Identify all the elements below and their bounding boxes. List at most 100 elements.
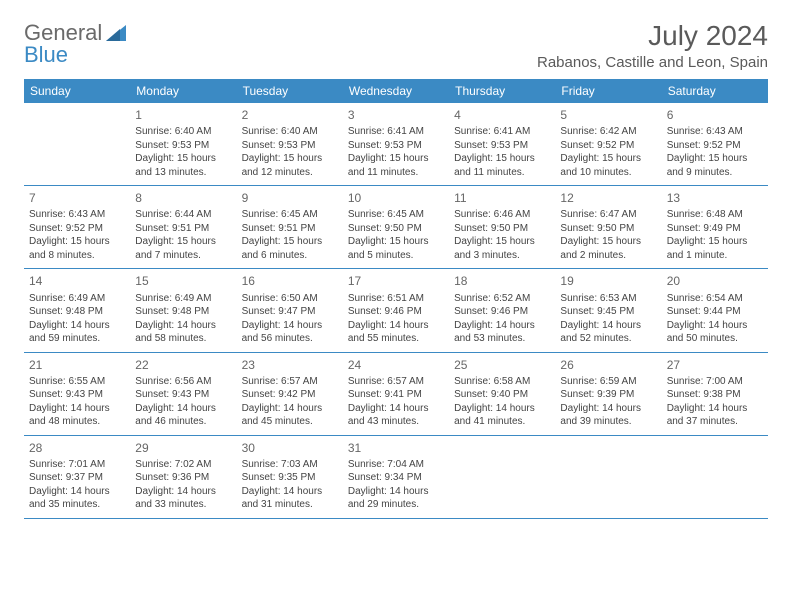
week-row: 28Sunrise: 7:01 AMSunset: 9:37 PMDayligh… [24,436,768,519]
day-cell: 21Sunrise: 6:55 AMSunset: 9:43 PMDayligh… [24,353,130,435]
sunrise-text: Sunrise: 6:47 AM [560,208,656,222]
day-cell: 8Sunrise: 6:44 AMSunset: 9:51 PMDaylight… [130,186,236,268]
day-cell: 25Sunrise: 6:58 AMSunset: 9:40 PMDayligh… [449,353,555,435]
sunrise-text: Sunrise: 6:46 AM [454,208,550,222]
sunset-text: Sunset: 9:46 PM [454,305,550,319]
daylight-text: Daylight: 15 hours and 12 minutes. [242,152,338,179]
day-cell: 30 Sunrise: 7:03 AMSunset: 9:35 PMDayligh… [237,436,343,518]
daylight-text: Daylight: 15 hours and 13 minutes. [135,152,231,179]
weeks-container: 1Sunrise: 6:40 AMSunset: 9:53 PMDaylight… [24,103,768,519]
daylight-text: Daylight: 15 hours and 11 minutes. [348,152,444,179]
sunset-text: Sunset: 9:48 PM [135,305,231,319]
day-cell: 28Sunrise: 7:01 AMSunset: 9:37 PMDayligh… [24,436,130,518]
sunset-text: Sunset: 9:50 PM [560,222,656,236]
day-cell: 29Sunrise: 7:02 AMSunset: 9:36 PMDayligh… [130,436,236,518]
sunrise-text: Sunrise: 6:59 AM [560,375,656,389]
sunrise-text: Sunrise: 6:44 AM [135,208,231,222]
day-cell: 7Sunrise: 6:43 AMSunset: 9:52 PMDaylight… [24,186,130,268]
header: General July 2024 Rabanos, Castille and … [24,20,768,71]
sunrise-text: Sunrise: 6:52 AM [454,292,550,306]
sunset-text: Sunset: 9:39 PM [560,388,656,402]
day-number: 26 [560,357,656,373]
sunrise-text: Sunrise: 6:57 AM [348,375,444,389]
sunset-text: Sunset: 9:50 PM [348,222,444,236]
day-number: 6 [667,107,763,123]
week-row: 7Sunrise: 6:43 AMSunset: 9:52 PMDaylight… [24,186,768,269]
day-cell: 10Sunrise: 6:45 AMSunset: 9:50 PMDayligh… [343,186,449,268]
day-cell: 11Sunrise: 6:46 AMSunset: 9:50 PMDayligh… [449,186,555,268]
day-number: 15 [135,273,231,289]
sunset-text: Sunset: 9:53 PM [454,139,550,153]
day-number: 4 [454,107,550,123]
day-number: 11 [454,190,550,206]
day-number: 27 [667,357,763,373]
day-cell: 18Sunrise: 6:52 AMSunset: 9:46 PMDayligh… [449,269,555,351]
day-cell: 9Sunrise: 6:45 AMSunset: 9:51 PMDaylight… [237,186,343,268]
sunrise-text: Sunrise: 6:40 AM [135,125,231,139]
daylight-text: Daylight: 15 hours and 1 minute. [667,235,763,262]
daylight-text: Daylight: 14 hours and 39 minutes. [560,402,656,429]
weekday-header: Tuesday [237,79,343,103]
sunrise-text: Sunrise: 6:45 AM [348,208,444,222]
calendar: SundayMondayTuesdayWednesdayThursdayFrid… [24,79,768,519]
sunset-text: Sunset: 9:41 PM [348,388,444,402]
weekday-header: Saturday [662,79,768,103]
day-cell: 23Sunrise: 6:57 AMSunset: 9:42 PMDayligh… [237,353,343,435]
daylight-text: Daylight: 14 hours and 41 minutes. [454,402,550,429]
day-cell: 31Sunrise: 7:04 AMSunset: 9:34 PMDayligh… [343,436,449,518]
day-cell: 5Sunrise: 6:42 AMSunset: 9:52 PMDaylight… [555,103,661,185]
sunrise-text: Sunrise: 6:48 AM [667,208,763,222]
day-cell [24,103,130,185]
daylight-text: Daylight: 14 hours and 37 minutes. [667,402,763,429]
sunset-text: Sunset: 9:35 PM [242,471,338,485]
sunrise-text: Sunrise: 6:45 AM [242,208,338,222]
daylight-text: Daylight: 14 hours and 53 minutes. [454,319,550,346]
day-number: 28 [29,440,125,456]
day-number: 21 [29,357,125,373]
daylight-text: Daylight: 14 hours and 56 minutes. [242,319,338,346]
sunset-text: Sunset: 9:43 PM [29,388,125,402]
sunset-text: Sunset: 9:53 PM [242,139,338,153]
day-cell: 17Sunrise: 6:51 AMSunset: 9:46 PMDayligh… [343,269,449,351]
day-number: 17 [348,273,444,289]
daylight-text: Daylight: 14 hours and 35 minutes. [29,485,125,512]
daylight-text: Daylight: 14 hours and 50 minutes. [667,319,763,346]
sunrise-text: Sunrise: 6:43 AM [29,208,125,222]
sunrise-text: Sunrise: 6:57 AM [242,375,338,389]
sunset-text: Sunset: 9:38 PM [667,388,763,402]
sunrise-text: Sunrise: 6:54 AM [667,292,763,306]
sunset-text: Sunset: 9:36 PM [135,471,231,485]
daylight-text: Daylight: 14 hours and 58 minutes. [135,319,231,346]
week-row: 1Sunrise: 6:40 AMSunset: 9:53 PMDaylight… [24,103,768,186]
sunrise-text: Sunrise: 7:04 AM [348,458,444,472]
day-number: 30 [242,440,338,456]
day-cell: 16Sunrise: 6:50 AMSunset: 9:47 PMDayligh… [237,269,343,351]
sunset-text: Sunset: 9:53 PM [135,139,231,153]
sunset-text: Sunset: 9:34 PM [348,471,444,485]
daylight-text: Daylight: 14 hours and 48 minutes. [29,402,125,429]
sunrise-text: Sunrise: 6:41 AM [348,125,444,139]
weekday-header: Monday [130,79,236,103]
day-cell: 26 Sunrise: 6:59 AMSunset: 9:39 PMDayligh… [555,353,661,435]
daylight-text: Daylight: 14 hours and 59 minutes. [29,319,125,346]
week-row: 21Sunrise: 6:55 AMSunset: 9:43 PMDayligh… [24,353,768,436]
day-number: 2 [242,107,338,123]
day-cell: 27 Sunrise: 7:00 AMSunset: 9:38 PMDayligh… [662,353,768,435]
week-row: 14Sunrise: 6:49 AMSunset: 9:48 PMDayligh… [24,269,768,352]
daylight-text: Daylight: 15 hours and 5 minutes. [348,235,444,262]
weekday-header: Friday [555,79,661,103]
sunset-text: Sunset: 9:42 PM [242,388,338,402]
weekday-header: Thursday [449,79,555,103]
sunrise-text: Sunrise: 7:03 AM [242,458,338,472]
day-cell: 22Sunrise: 6:56 AMSunset: 9:43 PMDayligh… [130,353,236,435]
day-number: 16 [242,273,338,289]
daylight-text: Daylight: 14 hours and 43 minutes. [348,402,444,429]
sunset-text: Sunset: 9:44 PM [667,305,763,319]
daylight-text: Daylight: 15 hours and 8 minutes. [29,235,125,262]
day-cell: 19Sunrise: 6:53 AMSunset: 9:45 PMDayligh… [555,269,661,351]
sunset-text: Sunset: 9:48 PM [29,305,125,319]
daylight-text: Daylight: 14 hours and 31 minutes. [242,485,338,512]
day-cell: 2 Sunrise: 6:40 AMSunset: 9:53 PMDaylight… [237,103,343,185]
sunrise-text: Sunrise: 7:00 AM [667,375,763,389]
sunrise-text: Sunrise: 6:40 AM [242,125,338,139]
